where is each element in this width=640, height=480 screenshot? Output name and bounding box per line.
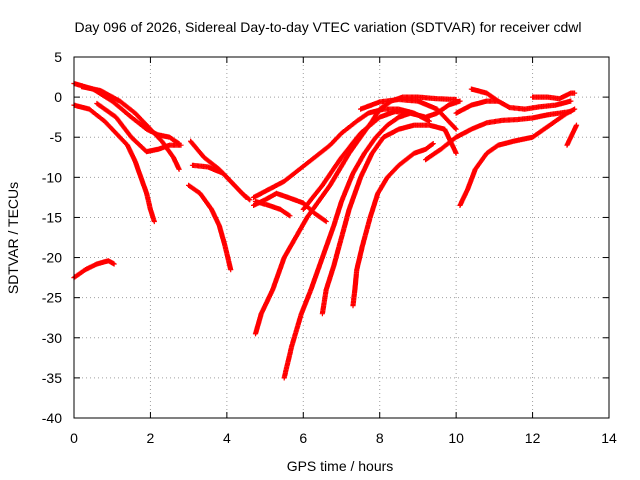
x-axis-label: GPS time / hours	[287, 458, 394, 474]
x-tick-label: 6	[299, 430, 307, 446]
x-tick-label: 14	[601, 430, 617, 446]
series-arc-9	[252, 94, 459, 337]
point-markers	[94, 100, 184, 155]
series-arc-20	[468, 86, 574, 112]
y-tick-label: -35	[42, 370, 62, 386]
y-tick-labels: 5 0 -5 -10 -15 -20 -25 -30 -35 -40	[42, 49, 62, 426]
point-markers	[186, 182, 234, 273]
point-markers	[423, 109, 574, 163]
point-markers	[564, 122, 580, 148]
x-tick-label: 12	[525, 430, 541, 446]
series-arc-19	[457, 106, 578, 208]
series-arc-21	[453, 98, 501, 116]
y-tick-label: 0	[54, 89, 62, 105]
series-arc-12	[350, 141, 436, 309]
series-arc-18	[423, 109, 574, 163]
point-markers	[300, 109, 413, 212]
series-arc-23	[564, 122, 580, 148]
x-tick-label: 0	[70, 430, 78, 446]
point-markers	[453, 98, 501, 116]
point-markers	[457, 106, 578, 208]
series-arc-15	[251, 190, 329, 225]
series-arc-8	[189, 162, 249, 200]
data-points	[71, 80, 580, 381]
point-markers	[358, 96, 459, 132]
x-tick-label: 10	[448, 430, 464, 446]
point-markers	[189, 162, 249, 200]
x-tick-label: 8	[376, 430, 384, 446]
point-markers	[251, 190, 329, 225]
point-markers	[468, 86, 574, 112]
series-arc-4	[94, 100, 184, 155]
y-tick-label: -20	[42, 250, 62, 266]
y-tick-label: -10	[42, 169, 62, 185]
x-tick-labels: 0 2 4 6 8 10 12 14	[70, 430, 617, 446]
series-arc-22	[530, 90, 578, 102]
series-arc-6	[186, 182, 234, 273]
point-markers	[350, 141, 436, 309]
series-arc-17	[358, 96, 459, 132]
x-tick-label: 2	[147, 430, 155, 446]
plot-frame	[73, 56, 610, 419]
point-markers	[319, 122, 459, 317]
y-tick-label: 5	[54, 49, 62, 65]
y-tick-label: -5	[50, 129, 63, 145]
series-arc-16	[300, 109, 413, 212]
series-arc-11	[319, 122, 459, 317]
y-axis-label: SDTVAR / TECUs	[5, 182, 21, 294]
x-tick-label: 4	[223, 430, 231, 446]
point-markers	[252, 94, 459, 337]
y-tick-label: -30	[42, 330, 62, 346]
chart-title: Day 096 of 2026, Sidereal Day-to-day VTE…	[74, 19, 581, 35]
ticks	[73, 56, 610, 419]
point-markers	[530, 90, 578, 102]
y-tick-label: -15	[42, 209, 62, 225]
y-tick-label: -25	[42, 290, 62, 306]
y-tick-label: -40	[42, 410, 62, 426]
